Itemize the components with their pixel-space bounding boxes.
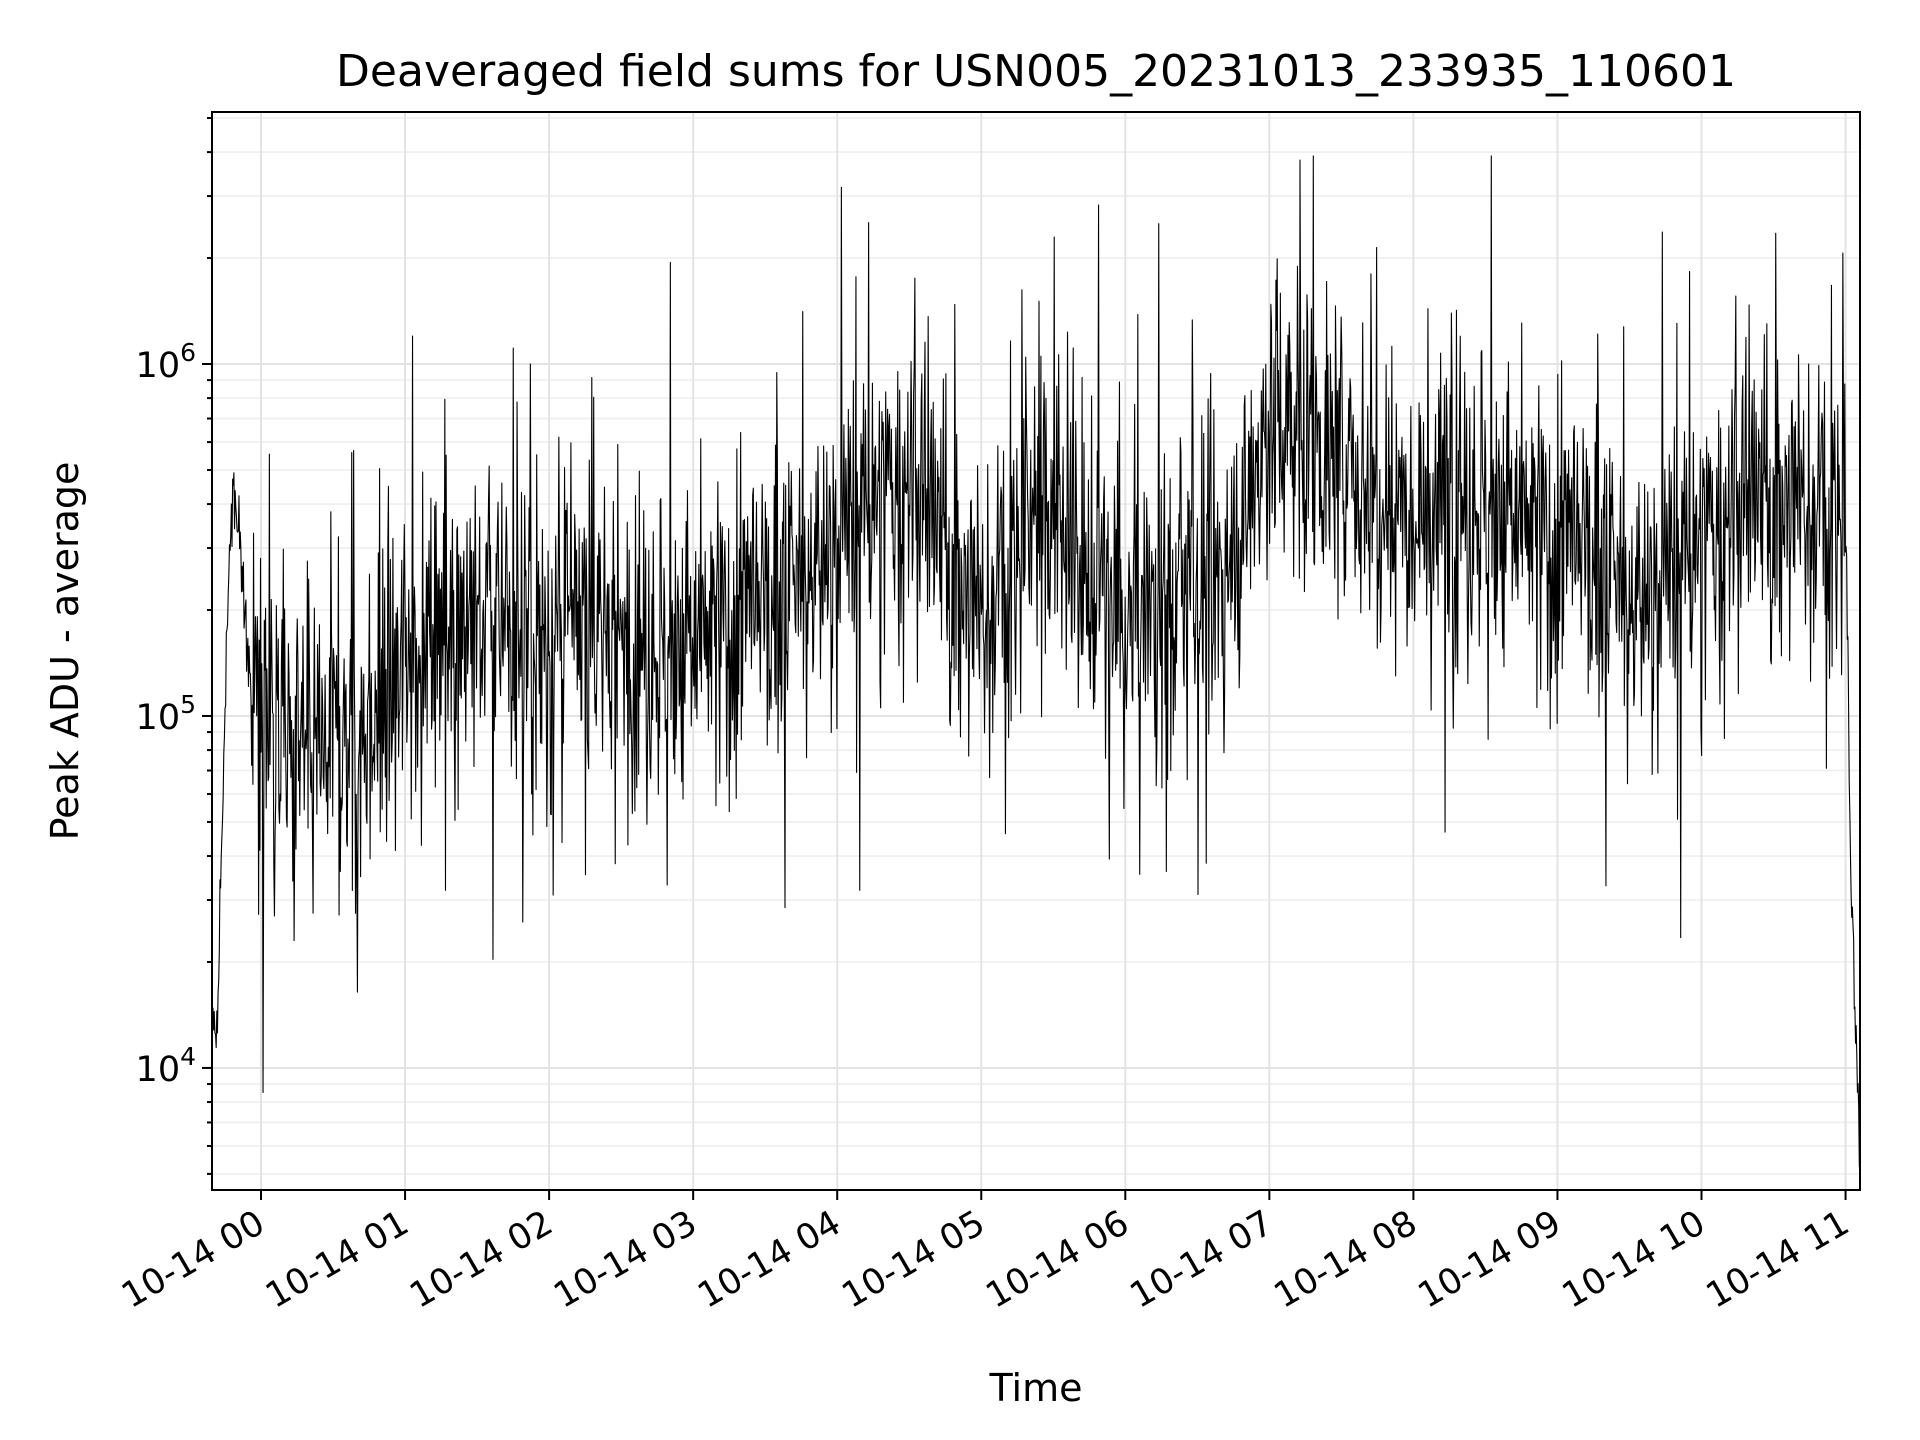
x-tick-label: 10-14 10 — [1556, 1203, 1712, 1316]
y-axis-label: Peak ADU - average — [43, 462, 87, 841]
x-tick-label: 10-14 01 — [259, 1203, 415, 1316]
plot-frame — [211, 111, 1861, 1191]
x-tick-label: 10-14 02 — [403, 1203, 559, 1316]
x-tick-label: 10-14 04 — [691, 1203, 847, 1316]
x-tick-label: 10-14 09 — [1412, 1203, 1568, 1316]
y-tick-label: 104 — [136, 1042, 196, 1090]
y-tick-label: 105 — [136, 690, 196, 738]
series-line — [212, 155, 1861, 1168]
x-tick-label: 10-14 00 — [115, 1203, 271, 1316]
x-tick-label: 10-14 06 — [980, 1203, 1136, 1316]
x-tick-label: 10-14 11 — [1700, 1203, 1856, 1316]
x-tick-label: 10-14 03 — [547, 1203, 703, 1316]
grid — [212, 112, 1860, 1190]
x-tick-label: 10-14 07 — [1124, 1203, 1280, 1316]
x-axis-label: Time — [989, 1366, 1083, 1410]
chart-title: Deaveraged field sums for USN005_2023101… — [336, 46, 1736, 97]
x-tick-label: 10-14 08 — [1268, 1203, 1424, 1316]
y-tick-label: 106 — [136, 338, 196, 386]
x-tick-label: 10-14 05 — [835, 1203, 991, 1316]
